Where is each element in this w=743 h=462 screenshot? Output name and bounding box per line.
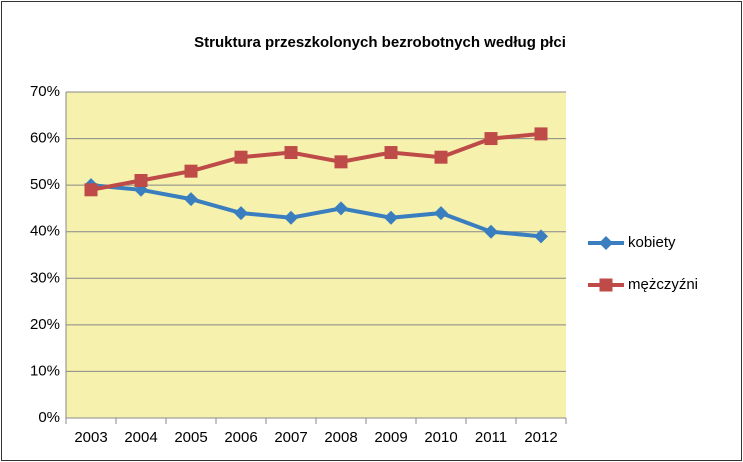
legend-label: kobiety bbox=[628, 234, 676, 251]
x-tick-label: 2009 bbox=[374, 429, 407, 446]
legend-marker bbox=[599, 278, 613, 292]
y-tick-label: 20% bbox=[30, 316, 60, 333]
series-line bbox=[90, 131, 542, 192]
x-tick-label: 2003 bbox=[74, 429, 107, 446]
legend-label: mężczyźni bbox=[628, 276, 698, 293]
x-tick-label: 2004 bbox=[124, 429, 157, 446]
line-marker bbox=[434, 206, 448, 221]
chart-title: Struktura przeszkolonych bezrobotnych we… bbox=[194, 34, 566, 51]
x-tick-label: 2007 bbox=[274, 429, 307, 446]
line-marker bbox=[284, 210, 298, 225]
line-marker bbox=[484, 224, 498, 239]
line-marker bbox=[184, 192, 198, 207]
plot-area bbox=[66, 92, 566, 418]
line-marker bbox=[434, 150, 448, 164]
y-tick-label: 60% bbox=[30, 130, 60, 147]
y-tick-label: 40% bbox=[30, 223, 60, 240]
line-marker bbox=[384, 146, 398, 160]
line-marker bbox=[284, 146, 298, 160]
x-tick-label: 2012 bbox=[524, 429, 557, 446]
line-marker bbox=[84, 183, 98, 197]
x-tick-label: 2005 bbox=[174, 429, 207, 446]
line-marker bbox=[484, 132, 498, 146]
x-tick-label: 2008 bbox=[324, 429, 357, 446]
line-marker bbox=[334, 155, 348, 169]
line-marker bbox=[534, 229, 548, 244]
line-marker bbox=[534, 127, 548, 141]
line-marker bbox=[334, 201, 348, 216]
line-marker bbox=[184, 164, 198, 178]
line-marker bbox=[234, 206, 248, 221]
line-marker bbox=[384, 210, 398, 225]
line-marker bbox=[234, 150, 248, 164]
x-tick-label: 2011 bbox=[475, 429, 507, 446]
y-tick-label: 70% bbox=[30, 83, 60, 100]
x-tick-label: 2006 bbox=[224, 429, 257, 446]
y-tick-label: 30% bbox=[30, 269, 60, 286]
y-tick-label: 50% bbox=[30, 176, 60, 193]
legend-marker bbox=[599, 236, 613, 250]
line-marker bbox=[134, 173, 148, 187]
y-tick-label: 0% bbox=[38, 409, 60, 426]
y-tick-label: 10% bbox=[30, 362, 60, 379]
series-line bbox=[90, 183, 542, 239]
x-tick-label: 2010 bbox=[424, 429, 457, 446]
